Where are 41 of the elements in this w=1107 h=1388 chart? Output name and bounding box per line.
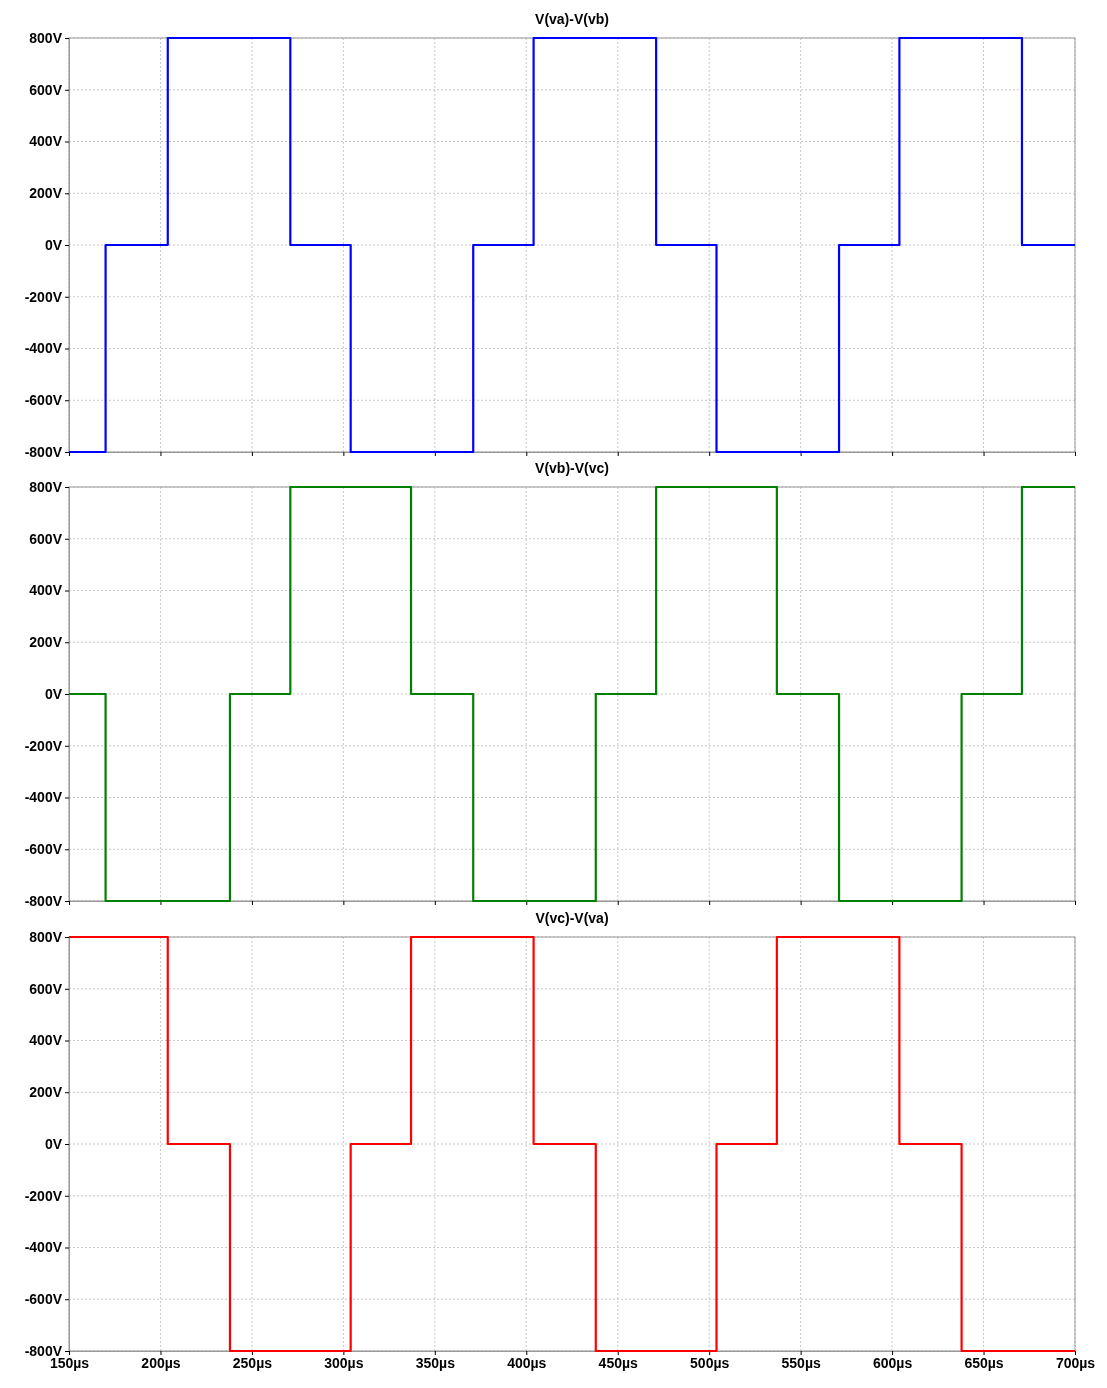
y-tick-label: 600V bbox=[29, 81, 63, 98]
y-tick-label: 400V bbox=[29, 582, 63, 599]
y-tick-label: -400V bbox=[24, 340, 63, 357]
y-tick-label: 200V bbox=[29, 1084, 63, 1101]
y-tick-label: -600V bbox=[24, 1291, 63, 1308]
y-tick-label: 200V bbox=[29, 634, 63, 651]
y-tick-label: -400V bbox=[24, 1239, 63, 1256]
x-tick-label: 500µs bbox=[690, 1354, 730, 1371]
y-tick-label: -800V bbox=[24, 443, 63, 460]
chart-title: V(vb)-V(vc) bbox=[535, 460, 609, 476]
y-tick-label: 0V bbox=[44, 236, 63, 253]
y-tick-label: 800V bbox=[29, 29, 63, 46]
x-tick-label: 650µs bbox=[964, 1354, 1004, 1371]
y-tick-label: -800V bbox=[24, 1342, 63, 1359]
x-tick-label: 200µs bbox=[141, 1354, 181, 1371]
y-tick-label: 600V bbox=[29, 980, 63, 997]
y-tick-label: -800V bbox=[24, 892, 63, 909]
y-tick-label: -600V bbox=[24, 841, 63, 858]
y-tick-label: 0V bbox=[44, 685, 63, 702]
x-tick-label: 400µs bbox=[507, 1354, 547, 1371]
x-tick-label: 350µs bbox=[415, 1354, 456, 1371]
x-tick-label: 600µs bbox=[872, 1354, 913, 1371]
x-tick-label: 300µs bbox=[324, 1354, 364, 1371]
x-tick-label: 550µs bbox=[781, 1354, 821, 1371]
chart-title: V(va)-V(vb) bbox=[535, 11, 609, 27]
y-tick-label: -200V bbox=[24, 737, 63, 754]
y-tick-label: 400V bbox=[29, 1032, 63, 1049]
y-tick-label: 0V bbox=[44, 1135, 63, 1152]
x-tick-label: 700µs bbox=[1055, 1354, 1096, 1371]
y-tick-label: 400V bbox=[29, 133, 63, 150]
y-tick-label: -400V bbox=[24, 789, 63, 806]
y-tick-label: -200V bbox=[24, 288, 63, 305]
x-tick-label: 250µs bbox=[232, 1354, 273, 1371]
y-tick-label: 200V bbox=[29, 185, 63, 202]
y-tick-label: -600V bbox=[24, 392, 63, 409]
y-tick-label: -200V bbox=[24, 1187, 63, 1204]
y-tick-label: 600V bbox=[29, 530, 63, 547]
x-tick-label: 450µs bbox=[598, 1354, 639, 1371]
chart-title: V(vc)-V(va) bbox=[535, 910, 609, 926]
y-tick-label: 800V bbox=[29, 928, 63, 945]
y-tick-label: 800V bbox=[29, 478, 63, 495]
